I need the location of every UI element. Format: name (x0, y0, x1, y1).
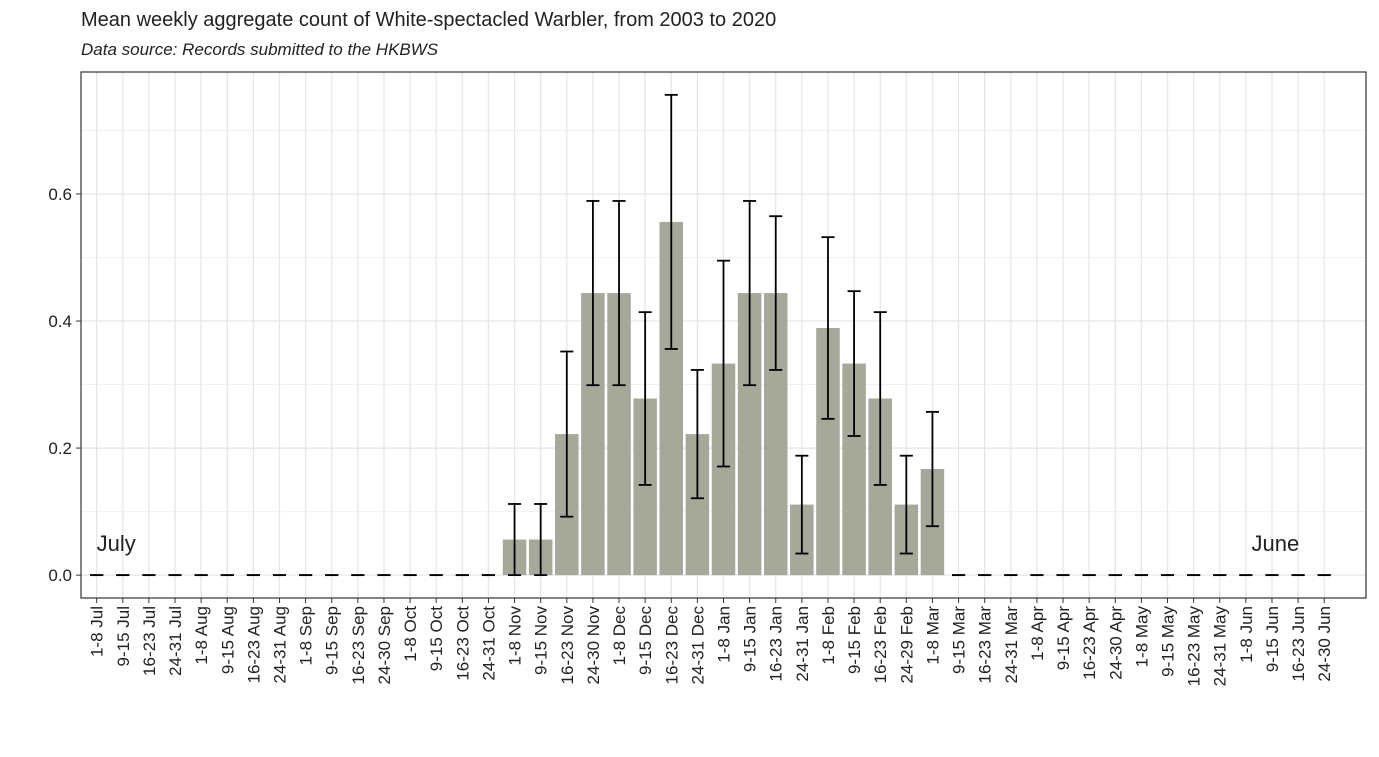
x-tick-label: 9-15 Jun (1263, 606, 1282, 672)
error-bar (743, 200, 757, 387)
x-tick-label: 24-29 Feb (897, 606, 916, 684)
x-tick-label: 24-31 Aug (270, 606, 289, 684)
y-tick-label: 0.4 (48, 312, 72, 331)
error-bar (899, 454, 913, 555)
x-tick-label: 9-15 Mar (950, 606, 969, 674)
bar (842, 363, 866, 576)
x-tick-label: 9-15 Aug (218, 606, 237, 674)
x-tick-label: 9-15 Jul (114, 606, 133, 666)
x-tick-label: 9-15 May (1159, 606, 1178, 677)
chart-subtitle: Data source: Records submitted to the HK… (81, 40, 439, 59)
x-tick-label: 24-31 Dec (688, 606, 707, 685)
annotation: June (1251, 531, 1299, 556)
x-tick-label: 16-23 May (1185, 606, 1204, 687)
bar (633, 398, 657, 576)
x-tick-label: 1-8 Nov (506, 606, 525, 666)
bar (711, 363, 736, 576)
chart-title: Mean weekly aggregate count of White-spe… (81, 9, 776, 31)
error-bar (508, 503, 522, 577)
x-tick-label: 16-23 Nov (558, 606, 577, 685)
x-tick-label: 1-8 May (1132, 606, 1151, 668)
error-bar (534, 503, 548, 577)
error-bar (560, 350, 574, 518)
x-tick-label: 16-23 Feb (871, 606, 890, 684)
bar (868, 398, 892, 576)
error-bar (586, 200, 600, 387)
y-tick-label: 0.0 (48, 566, 72, 585)
bar (763, 293, 788, 576)
x-tick-label: 24-30 Nov (584, 606, 603, 685)
error-bar (612, 200, 626, 387)
x-tick-label: 1-8 Oct (401, 606, 420, 662)
x-tick-label: 1-8 Aug (192, 606, 211, 665)
error-bar (795, 454, 809, 555)
x-tick-label: 16-23 Jul (140, 606, 159, 676)
x-tick-label: 24-30 Jun (1315, 606, 1334, 682)
bar (737, 293, 762, 576)
x-tick-label: 1-8 Jul (88, 606, 107, 657)
x-tick-label: 1-8 Dec (610, 606, 629, 666)
bar (659, 221, 684, 576)
x-tick-label: 24-31 Mar (1002, 606, 1021, 684)
x-tick-label: 24-31 Jan (793, 606, 812, 682)
x-tick-label: 9-15 Jan (741, 606, 760, 672)
bar (685, 434, 710, 576)
error-bar (664, 93, 678, 350)
y-tick-label: 0.6 (48, 185, 72, 204)
x-tick-label: 16-23 Jan (767, 606, 786, 682)
bar (816, 328, 840, 576)
x-tick-label: 16-23 Mar (976, 606, 995, 684)
bar (581, 293, 605, 576)
x-tick-label: 9-15 Dec (636, 606, 655, 675)
x-tick-label: 16-23 Aug (244, 606, 263, 684)
x-tick-label: 16-23 Apr (1080, 606, 1099, 680)
x-tick-label: 1-8 Jan (715, 606, 734, 663)
y-tick-label: 0.2 (48, 439, 72, 458)
x-tick-label: 1-8 Sep (297, 606, 316, 666)
x-tick-label: 1-8 Feb (819, 606, 838, 665)
error-bar (690, 369, 704, 500)
x-tick-label: 16-23 Oct (453, 606, 472, 681)
x-tick-label: 9-15 Sep (323, 606, 342, 675)
error-bar (847, 290, 861, 437)
x-tick-label: 16-23 Jun (1289, 606, 1308, 682)
x-tick-label: 1-8 Mar (923, 606, 942, 665)
error-bar (925, 410, 939, 528)
x-tick-label: 24-31 Jul (166, 606, 185, 676)
x-tick-label: 24-31 Oct (479, 606, 498, 681)
x-tick-label: 9-15 Apr (1054, 606, 1073, 671)
error-bar (821, 236, 835, 420)
error-bar (716, 259, 731, 468)
bar (607, 293, 631, 576)
x-tick-label: 9-15 Oct (427, 606, 446, 671)
error-bar (769, 215, 783, 371)
x-tick-label: 1-8 Jun (1237, 606, 1256, 663)
x-tick-label: 24-31 May (1211, 606, 1230, 687)
x-tick-label: 16-23 Sep (349, 606, 368, 684)
x-tick-label: 16-23 Dec (662, 606, 681, 685)
x-tick-label: 24-30 Apr (1106, 606, 1125, 680)
x-tick-label: 9-15 Feb (845, 606, 864, 674)
x-tick-label: 1-8 Apr (1028, 606, 1047, 661)
annotation: July (97, 531, 136, 556)
x-tick-label: 24-30 Sep (375, 606, 394, 684)
error-bar (873, 311, 887, 486)
error-bar (638, 311, 652, 486)
x-tick-label: 9-15 Nov (532, 606, 551, 675)
